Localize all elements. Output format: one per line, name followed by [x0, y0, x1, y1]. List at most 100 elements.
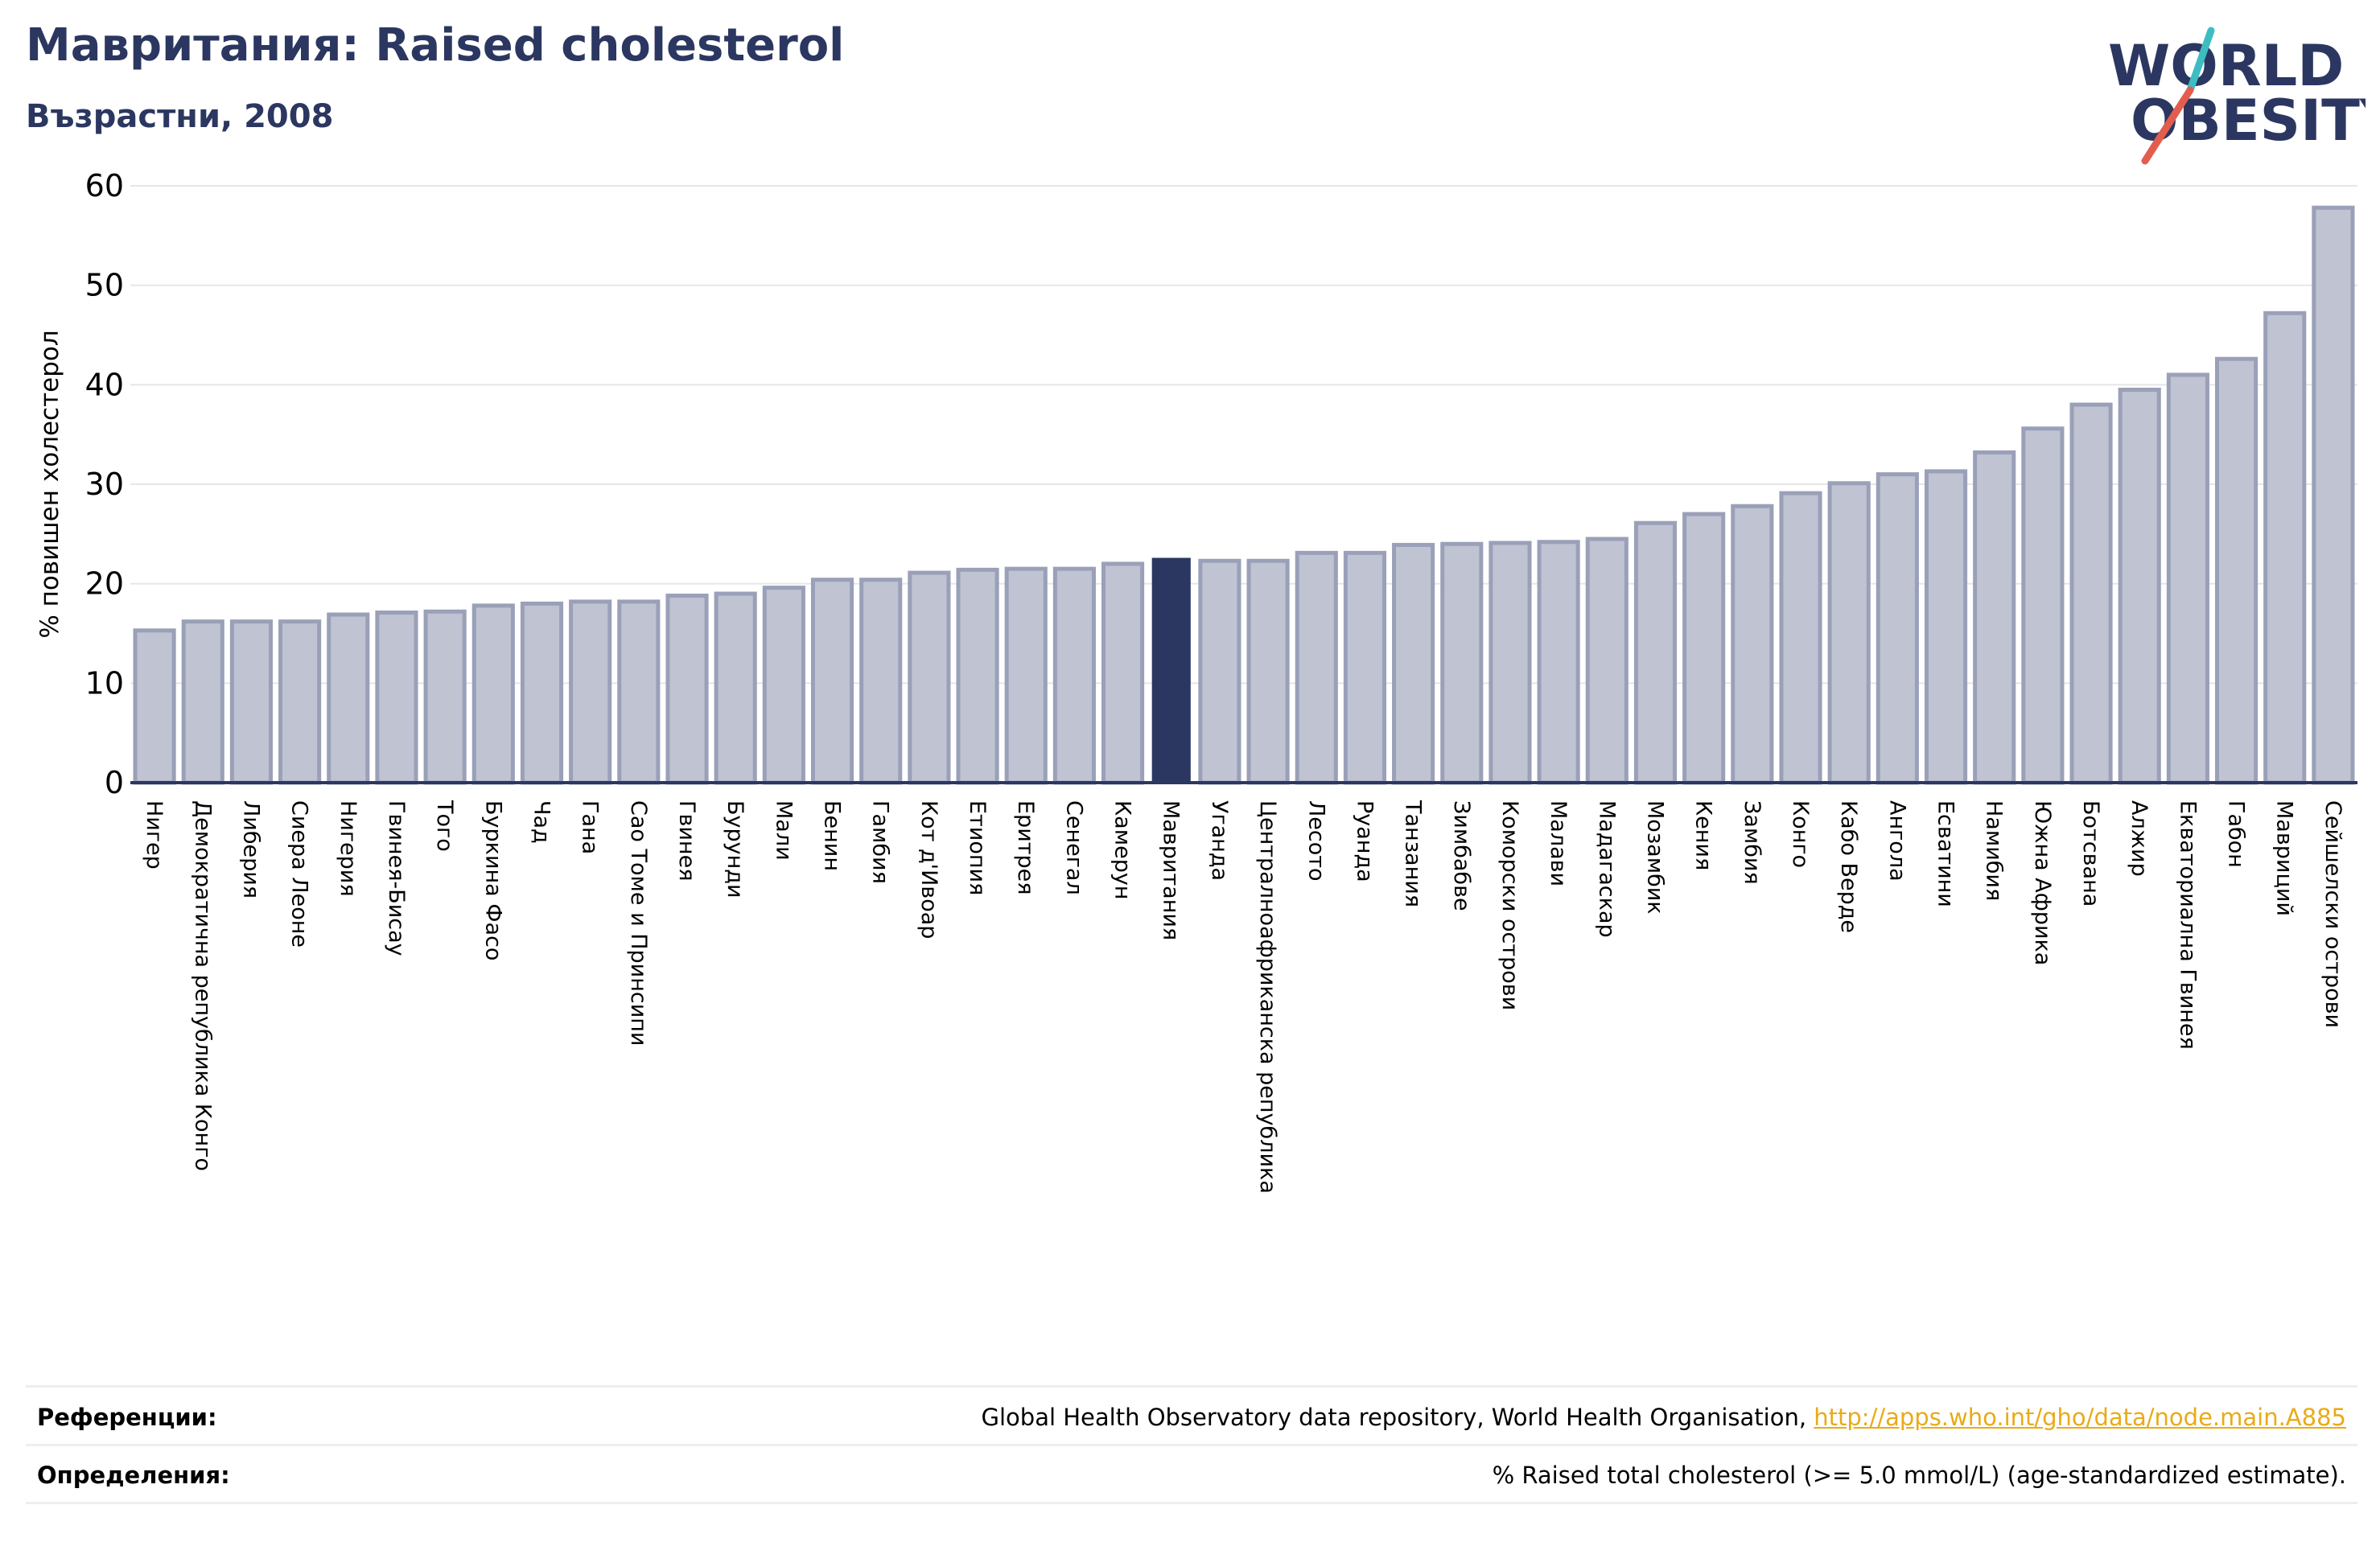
x-tick-label: Сиера Леоне [287, 800, 312, 948]
x-tick-label: Демократична република Конго [190, 800, 215, 1171]
x-tick-label: Габон [2224, 800, 2249, 868]
bar [1151, 557, 1191, 783]
bar [1537, 540, 1580, 785]
x-tick-label: Замбия [1740, 800, 1764, 885]
chart-subtitle: Възрастни, 2008 [26, 98, 334, 135]
bar-chart: 0 10 20 30 40 50 60 % повишен холестерол Нигер Де… [35, 168, 2357, 1194]
bar [229, 619, 274, 785]
bar [1876, 472, 1919, 785]
x-tick-label: Кабо Верде [1836, 800, 1861, 933]
footer: Референции: Global Health Observatory da… [26, 1385, 2357, 1504]
x-tick-label: Ангола [1884, 800, 1909, 882]
bar [2312, 205, 2355, 785]
x-tick-label: Есватини [1933, 800, 1958, 907]
bar [520, 601, 564, 785]
bar [2214, 356, 2259, 785]
x-tick-label: Екваториална Гвинея [2175, 800, 2200, 1050]
x-tick-label: Мозамбик [1642, 800, 1667, 915]
y-tick-label: 20 [85, 566, 124, 602]
bar [908, 570, 951, 785]
x-tick-label: Мавритания [1159, 800, 1184, 940]
bar [2021, 426, 2065, 785]
x-tick-label: Кот д'Ивоар [916, 800, 941, 939]
x-tick-label: Централноафриканска република [1255, 800, 1280, 1194]
x-tick-label: Малави [1546, 800, 1571, 886]
bar [1440, 541, 1484, 785]
y-axis-label: % повишен холестерол [35, 330, 64, 638]
x-tick-label: Сенегал [1061, 800, 1086, 895]
logo-slash-coral [2141, 86, 2194, 165]
footer-bottom-divider [26, 1502, 2357, 1504]
chart-title: Мавритания: Raised cholesterol [26, 19, 845, 72]
x-tick-label: Нигер [142, 800, 167, 870]
y-tick-label: 30 [85, 467, 124, 502]
references-link[interactable]: http://apps.who.int/gho/data/node.main.A… [1814, 1404, 2346, 1431]
x-tick-label: Сейшелски острови [2320, 800, 2345, 1028]
bar [1101, 561, 1145, 785]
x-tick-label: Бенин [820, 800, 845, 871]
bar [2069, 402, 2113, 785]
x-tick-label: Уганда [1207, 800, 1232, 881]
bar [810, 578, 854, 785]
world-obesity-logo: WORLD OBESITY [2108, 27, 2366, 165]
x-tick-label: Южна Африка [2030, 800, 2055, 965]
bar [1343, 550, 1387, 785]
bar [1779, 491, 1822, 785]
bar [665, 594, 709, 785]
x-tick-label: Лесото [1303, 800, 1328, 882]
bar [1489, 541, 1532, 785]
y-tick-label: 10 [85, 665, 124, 701]
x-tick-label: Мавриций [2272, 800, 2297, 916]
x-tick-label: Того [432, 800, 457, 852]
bar [956, 567, 999, 785]
x-tick-label: Етиопия [965, 800, 990, 895]
x-tick-label: Гвинея [674, 800, 699, 881]
x-tick-label: Танзания [1401, 800, 1426, 907]
bar [617, 599, 661, 785]
bar [2166, 372, 2209, 785]
bar [181, 619, 224, 785]
x-tick-label: Кения [1691, 800, 1716, 870]
references-text: Global Health Observatory data repositor… [981, 1404, 1814, 1431]
x-tick-label: Еритрея [1013, 800, 1038, 894]
x-tick-label: Мали [771, 800, 796, 861]
x-tick-label: Нигерия [336, 800, 360, 897]
x-tick-label: Чад [529, 800, 554, 844]
bar [714, 591, 757, 785]
bar [1004, 566, 1048, 785]
y-tick-label: 40 [85, 367, 124, 402]
x-tick-label: Гвинея-Бисау [384, 800, 409, 956]
footer-divider [26, 1444, 2357, 1446]
definitions-label: Определения: [37, 1462, 230, 1489]
bar [1585, 537, 1629, 785]
bar [1924, 469, 1968, 785]
bar [569, 599, 612, 785]
bar [471, 603, 515, 785]
x-tick-label: Сао Томе и Принсипи [626, 800, 651, 1046]
definitions-text: % Raised total cholesterol (>= 5.0 mmol/… [1492, 1462, 2346, 1489]
x-tick-label: Мадагаскар [1594, 800, 1619, 938]
x-tick-label: Бурунди [723, 800, 747, 898]
y-tick-label: 60 [85, 168, 124, 204]
x-tick-label: Буркина Фасо [480, 800, 505, 960]
x-tick-label: Либерия [238, 800, 263, 898]
x-tick-label: Камерун [1110, 800, 1135, 899]
x-tick-label: Конго [1788, 800, 1813, 868]
x-tick-label: Намибия [1982, 800, 2007, 901]
bar [1198, 558, 1241, 785]
bar [1246, 558, 1290, 785]
logo-slash-teal [2186, 27, 2215, 94]
logo-line-world: WORLD [2108, 33, 2344, 99]
bar [2118, 388, 2161, 785]
bar [762, 586, 805, 785]
definitions-row: Определения: % Raised total cholesterol … [26, 1445, 2357, 1502]
x-tick-label: Ботсвана [2078, 800, 2103, 907]
x-tick-label: Зимбабве [1449, 800, 1474, 911]
bar [859, 578, 903, 785]
bar [1633, 520, 1678, 785]
bar [1973, 450, 2016, 785]
x-tick-label: Алжир [2127, 800, 2151, 877]
x-tick-label: Гамбия [868, 800, 893, 884]
x-tick-label: Гана [578, 800, 603, 854]
references-label: Референции: [37, 1404, 217, 1431]
